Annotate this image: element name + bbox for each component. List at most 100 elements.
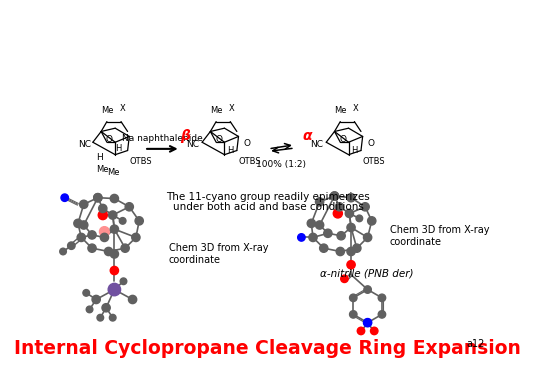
Circle shape [98, 211, 108, 219]
Text: α-nitrile (PNB der): α-nitrile (PNB der) [319, 269, 413, 279]
Text: α: α [302, 129, 312, 144]
Circle shape [80, 221, 88, 229]
Text: β: β [180, 129, 189, 144]
Text: NC: NC [310, 140, 323, 149]
Circle shape [347, 247, 355, 256]
Circle shape [67, 242, 75, 249]
Circle shape [335, 203, 343, 211]
Text: The 11-cyano group readily epimerizes: The 11-cyano group readily epimerizes [166, 192, 370, 202]
Circle shape [80, 200, 88, 208]
Circle shape [94, 194, 102, 202]
Circle shape [100, 233, 109, 241]
Circle shape [316, 221, 324, 229]
Circle shape [363, 318, 372, 327]
Text: 100% (1:2): 100% (1:2) [256, 161, 305, 169]
Circle shape [61, 194, 68, 201]
Circle shape [88, 231, 96, 239]
Circle shape [88, 244, 96, 252]
Text: Me: Me [334, 106, 347, 115]
Text: Chem 3D from X-ray
coordinate: Chem 3D from X-ray coordinate [169, 243, 269, 265]
Circle shape [345, 209, 354, 218]
Circle shape [109, 211, 117, 219]
Circle shape [319, 244, 328, 252]
Circle shape [363, 233, 372, 241]
Text: Me: Me [101, 106, 113, 115]
Circle shape [98, 204, 107, 213]
Circle shape [108, 283, 120, 296]
Circle shape [102, 304, 110, 312]
Circle shape [125, 203, 133, 211]
Circle shape [120, 278, 127, 285]
Circle shape [297, 234, 305, 241]
Circle shape [347, 261, 355, 269]
Circle shape [316, 198, 324, 206]
Text: O: O [243, 139, 250, 148]
Circle shape [331, 192, 339, 200]
Text: a12: a12 [467, 339, 485, 349]
Text: O: O [106, 135, 113, 144]
Circle shape [347, 223, 355, 232]
Circle shape [104, 247, 113, 256]
Text: O: O [368, 139, 374, 148]
Circle shape [347, 194, 355, 202]
Text: Na naphthalenide: Na naphthalenide [122, 134, 203, 143]
Circle shape [110, 225, 119, 233]
Text: X: X [353, 104, 358, 113]
Circle shape [333, 209, 342, 218]
Text: H: H [96, 154, 103, 162]
Circle shape [349, 311, 357, 318]
Text: H: H [227, 146, 233, 155]
Circle shape [356, 215, 363, 222]
Text: H: H [351, 146, 357, 155]
Circle shape [110, 266, 119, 275]
Circle shape [60, 248, 66, 255]
Circle shape [361, 203, 369, 211]
Circle shape [121, 244, 129, 252]
Circle shape [74, 219, 82, 228]
Circle shape [132, 233, 140, 241]
Text: O: O [215, 135, 222, 144]
Circle shape [336, 247, 345, 256]
Text: H: H [115, 144, 121, 152]
Circle shape [378, 311, 386, 318]
Circle shape [309, 233, 317, 241]
Circle shape [331, 192, 339, 200]
Circle shape [307, 219, 316, 228]
Circle shape [364, 286, 371, 293]
Text: NC: NC [186, 140, 199, 149]
Circle shape [119, 218, 126, 224]
Circle shape [371, 327, 378, 335]
Circle shape [77, 233, 86, 241]
Circle shape [128, 295, 137, 304]
Circle shape [109, 315, 116, 321]
Circle shape [110, 194, 119, 203]
Circle shape [83, 290, 89, 296]
Circle shape [364, 319, 371, 326]
Text: OTBS: OTBS [363, 157, 385, 166]
Circle shape [337, 232, 345, 240]
Text: NC: NC [78, 140, 91, 149]
Text: under both acid and base conditions: under both acid and base conditions [173, 202, 364, 212]
Circle shape [357, 327, 365, 335]
Text: Internal Cyclopropane Cleavage Ring Expansion: Internal Cyclopropane Cleavage Ring Expa… [14, 339, 521, 358]
Circle shape [368, 217, 376, 225]
Circle shape [94, 194, 102, 202]
Circle shape [92, 295, 100, 304]
Circle shape [86, 306, 93, 313]
Text: Me: Me [210, 106, 223, 115]
Circle shape [341, 275, 348, 283]
Text: X: X [119, 104, 125, 113]
Circle shape [100, 227, 109, 237]
Text: Me: Me [96, 165, 109, 174]
Text: OTBS: OTBS [129, 157, 152, 166]
Text: X: X [228, 104, 234, 113]
Text: Me: Me [107, 168, 119, 177]
Circle shape [110, 250, 119, 258]
Text: Chem 3D from X-ray
coordinate: Chem 3D from X-ray coordinate [390, 225, 490, 247]
Circle shape [353, 244, 361, 252]
Circle shape [378, 294, 386, 301]
Text: OTBS: OTBS [239, 157, 261, 166]
Circle shape [135, 217, 143, 225]
Circle shape [324, 229, 332, 238]
Circle shape [349, 294, 357, 301]
